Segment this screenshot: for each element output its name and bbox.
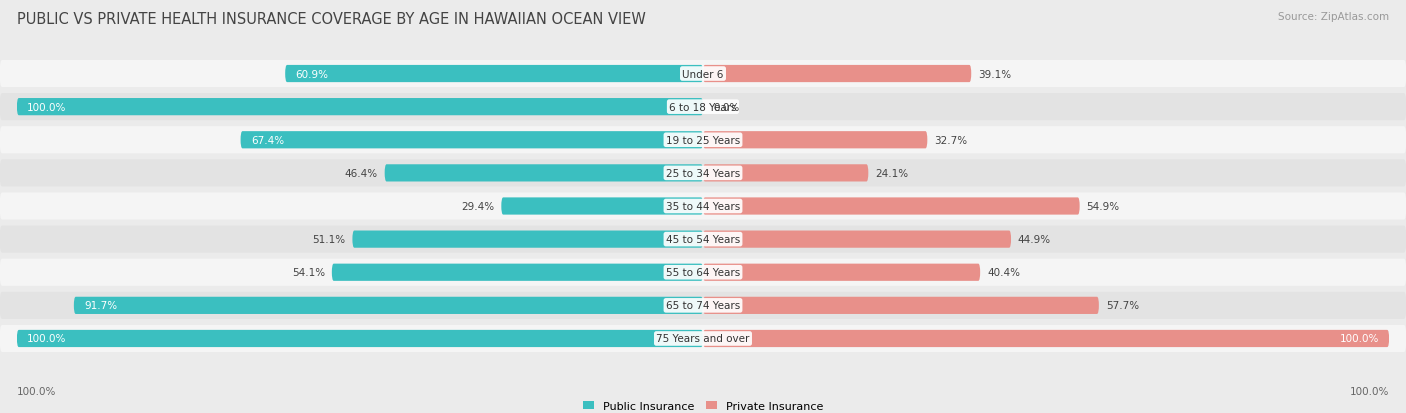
FancyBboxPatch shape bbox=[0, 160, 1406, 187]
Text: 39.1%: 39.1% bbox=[979, 69, 1011, 79]
Text: 44.9%: 44.9% bbox=[1018, 235, 1052, 244]
Text: 51.1%: 51.1% bbox=[312, 235, 346, 244]
Text: 24.1%: 24.1% bbox=[875, 169, 908, 178]
FancyBboxPatch shape bbox=[0, 193, 1406, 220]
FancyBboxPatch shape bbox=[703, 231, 1011, 248]
FancyBboxPatch shape bbox=[0, 292, 1406, 319]
FancyBboxPatch shape bbox=[703, 66, 972, 83]
Text: 6 to 18 Years: 6 to 18 Years bbox=[669, 102, 737, 112]
Text: 55 to 64 Years: 55 to 64 Years bbox=[666, 268, 740, 278]
FancyBboxPatch shape bbox=[17, 99, 703, 116]
Text: 100.0%: 100.0% bbox=[1350, 387, 1389, 396]
Text: 29.4%: 29.4% bbox=[461, 202, 495, 211]
Text: 19 to 25 Years: 19 to 25 Years bbox=[666, 135, 740, 145]
Text: 91.7%: 91.7% bbox=[84, 301, 117, 311]
FancyBboxPatch shape bbox=[0, 325, 1406, 352]
FancyBboxPatch shape bbox=[385, 165, 703, 182]
Text: PUBLIC VS PRIVATE HEALTH INSURANCE COVERAGE BY AGE IN HAWAIIAN OCEAN VIEW: PUBLIC VS PRIVATE HEALTH INSURANCE COVER… bbox=[17, 12, 645, 27]
FancyBboxPatch shape bbox=[703, 165, 869, 182]
Text: 100.0%: 100.0% bbox=[27, 102, 66, 112]
FancyBboxPatch shape bbox=[0, 94, 1406, 121]
Text: 60.9%: 60.9% bbox=[295, 69, 329, 79]
Text: 32.7%: 32.7% bbox=[934, 135, 967, 145]
Text: 75 Years and over: 75 Years and over bbox=[657, 334, 749, 344]
FancyBboxPatch shape bbox=[285, 66, 703, 83]
Text: 54.9%: 54.9% bbox=[1087, 202, 1119, 211]
FancyBboxPatch shape bbox=[703, 264, 980, 281]
FancyBboxPatch shape bbox=[502, 198, 703, 215]
FancyBboxPatch shape bbox=[703, 297, 1099, 314]
FancyBboxPatch shape bbox=[75, 297, 703, 314]
Text: 25 to 34 Years: 25 to 34 Years bbox=[666, 169, 740, 178]
FancyBboxPatch shape bbox=[703, 330, 1389, 347]
FancyBboxPatch shape bbox=[703, 132, 928, 149]
Text: 100.0%: 100.0% bbox=[27, 334, 66, 344]
Text: 46.4%: 46.4% bbox=[344, 169, 378, 178]
FancyBboxPatch shape bbox=[17, 330, 703, 347]
FancyBboxPatch shape bbox=[332, 264, 703, 281]
Text: 54.1%: 54.1% bbox=[292, 268, 325, 278]
FancyBboxPatch shape bbox=[240, 132, 703, 149]
Text: Under 6: Under 6 bbox=[682, 69, 724, 79]
Text: Source: ZipAtlas.com: Source: ZipAtlas.com bbox=[1278, 12, 1389, 22]
Text: 35 to 44 Years: 35 to 44 Years bbox=[666, 202, 740, 211]
Text: 45 to 54 Years: 45 to 54 Years bbox=[666, 235, 740, 244]
FancyBboxPatch shape bbox=[0, 61, 1406, 88]
Text: 100.0%: 100.0% bbox=[17, 387, 56, 396]
FancyBboxPatch shape bbox=[0, 226, 1406, 253]
Text: 0.0%: 0.0% bbox=[713, 102, 740, 112]
Text: 57.7%: 57.7% bbox=[1105, 301, 1139, 311]
Text: 67.4%: 67.4% bbox=[250, 135, 284, 145]
FancyBboxPatch shape bbox=[353, 231, 703, 248]
Text: 40.4%: 40.4% bbox=[987, 268, 1021, 278]
FancyBboxPatch shape bbox=[0, 127, 1406, 154]
Text: 65 to 74 Years: 65 to 74 Years bbox=[666, 301, 740, 311]
FancyBboxPatch shape bbox=[0, 259, 1406, 286]
Legend: Public Insurance, Private Insurance: Public Insurance, Private Insurance bbox=[579, 396, 827, 413]
Text: 100.0%: 100.0% bbox=[1340, 334, 1379, 344]
FancyBboxPatch shape bbox=[703, 198, 1080, 215]
